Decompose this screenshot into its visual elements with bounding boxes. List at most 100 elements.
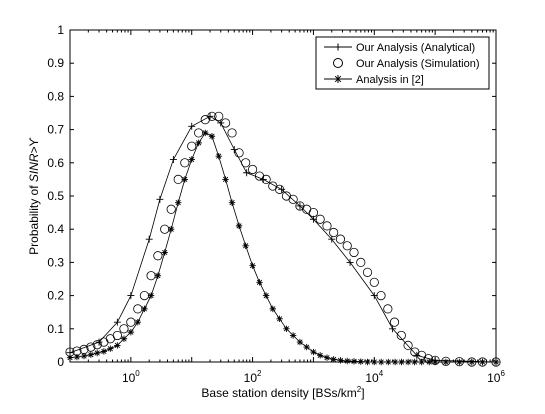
- data-point: [371, 358, 378, 366]
- data-point: [73, 353, 81, 361]
- data-point: [94, 349, 101, 357]
- data-point: [154, 272, 162, 279]
- data-point: [308, 208, 319, 218]
- y-tick-label: 0.1: [47, 322, 64, 336]
- data-point: [188, 156, 195, 163]
- data-point: [426, 358, 433, 366]
- data-point: [330, 356, 337, 363]
- data-point: [86, 342, 96, 352]
- data-point: [389, 317, 400, 327]
- data-point: [262, 292, 270, 299]
- data-point: [403, 340, 413, 350]
- data-point: [156, 195, 164, 203]
- data-point: [241, 158, 251, 168]
- data-point: [316, 352, 324, 359]
- data-point: [349, 247, 359, 258]
- data-point: [283, 325, 290, 332]
- data-point: [391, 358, 399, 366]
- data-point: [208, 133, 216, 140]
- circle-marker-icon: [333, 58, 343, 68]
- y-tick-label: 0.4: [47, 222, 64, 236]
- data-point: [404, 358, 412, 366]
- data-point: [114, 342, 121, 349]
- plus-marker-icon: [334, 43, 342, 51]
- data-point: [356, 257, 366, 267]
- data-point: [350, 358, 358, 365]
- data-point: [398, 358, 405, 366]
- data-point: [357, 358, 364, 365]
- data-point: [228, 199, 236, 206]
- legend-label: Our Analysis (Analytical): [356, 42, 475, 54]
- data-point: [107, 345, 114, 352]
- legend-entry-analytical: Our Analysis (Analytical): [324, 42, 475, 54]
- x-tick-label: 102: [244, 369, 262, 385]
- legend: Our Analysis (Analytical) Our Analysis (…: [315, 36, 490, 90]
- data-point: [166, 204, 176, 214]
- y-tick-label: 1: [57, 23, 64, 37]
- data-point: [145, 235, 153, 243]
- data-point: [215, 152, 222, 160]
- data-point: [235, 222, 243, 230]
- data-point: [369, 277, 379, 287]
- star-marker-icon: [334, 75, 342, 83]
- data-point: [134, 318, 141, 326]
- series-2: [65, 111, 501, 367]
- data-point: [92, 340, 102, 350]
- data-point: [217, 119, 225, 127]
- data-point: [276, 315, 283, 323]
- data-point: [95, 338, 103, 346]
- data-point: [315, 214, 325, 224]
- data-point: [207, 111, 217, 121]
- data-point: [389, 325, 397, 333]
- data-point: [335, 234, 346, 244]
- data-point: [329, 227, 339, 238]
- data-point: [187, 141, 197, 151]
- ticks-layer: 0 0.1 0.2 0.3 0.4 0.5 0.6 0.7 0.8 0.9 1 100 102 104 10…: [47, 23, 505, 385]
- data-point: [337, 357, 344, 364]
- data-point: [119, 324, 129, 334]
- series-layer: [65, 111, 501, 367]
- data-point: [147, 292, 155, 299]
- x-tick-label: 104: [365, 369, 383, 385]
- data-point: [442, 358, 450, 366]
- data-point: [202, 129, 209, 137]
- x-axis-label: Base station density [BSs/km2]: [201, 385, 364, 400]
- y-tick-label: 0.2: [47, 289, 64, 303]
- data-point: [175, 199, 182, 206]
- data-point: [247, 164, 258, 175]
- data-point: [227, 128, 237, 138]
- legend-label: Analysis in [2]: [356, 74, 424, 86]
- data-point: [289, 332, 297, 339]
- data-point: [288, 194, 298, 204]
- data-point: [413, 351, 421, 359]
- data-point: [492, 358, 500, 366]
- data-point: [362, 267, 373, 277]
- data-point: [222, 176, 229, 183]
- data-point: [376, 290, 386, 301]
- data-point: [195, 139, 202, 147]
- data-point: [431, 358, 439, 366]
- data-point: [141, 305, 148, 313]
- data-point: [468, 358, 475, 366]
- data-point: [274, 184, 285, 194]
- legend-entry-reference: Analysis in [2]: [324, 74, 424, 86]
- series-3: [66, 129, 500, 366]
- data-point: [261, 174, 271, 184]
- data-point: [364, 358, 371, 366]
- data-point: [344, 357, 351, 365]
- data-point: [323, 354, 331, 361]
- data-point: [127, 328, 135, 336]
- data-point: [396, 330, 406, 341]
- data-point: [411, 358, 418, 366]
- data-point: [310, 348, 317, 356]
- data-point: [342, 241, 352, 251]
- y-tick-label: 0.9: [47, 56, 64, 70]
- data-point: [161, 249, 168, 256]
- data-point: [322, 221, 332, 231]
- legend-box: [315, 36, 490, 90]
- data-point: [188, 122, 196, 130]
- y-tick-label: 0.7: [47, 123, 64, 137]
- y-tick-label: 0.6: [47, 156, 64, 170]
- data-point: [378, 358, 385, 366]
- data-point: [214, 111, 224, 121]
